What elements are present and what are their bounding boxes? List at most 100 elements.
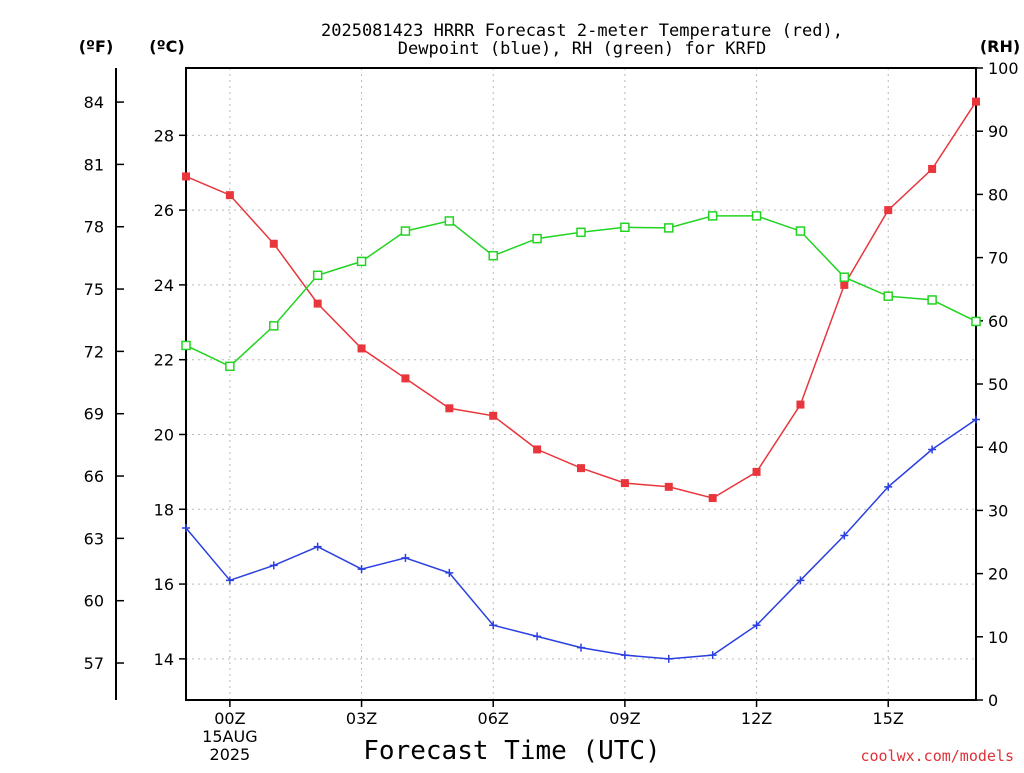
x-tick-label: 00Z [214, 709, 245, 728]
rh-point [971, 316, 981, 327]
fahrenheit-tick-label: 75 [84, 280, 104, 299]
dewpoint-series [182, 415, 980, 663]
rh-point [839, 272, 850, 282]
rh-point [751, 211, 762, 221]
fahrenheit-unit-label: (ºF) [79, 37, 114, 56]
rh-point [225, 361, 235, 372]
grid-lines [186, 68, 976, 700]
rh-point [883, 291, 893, 301]
fahrenheit-tick-label: 69 [84, 405, 104, 424]
x-tick-label: 15Z [873, 709, 904, 728]
rh-line [185, 215, 977, 368]
temperature-point [445, 404, 454, 413]
dewpoint-point [752, 621, 761, 630]
temperature-point [182, 172, 190, 181]
x-date-label: 15AUG [202, 727, 257, 746]
temperature-point [313, 299, 322, 308]
x-tick-label: 03Z [346, 709, 377, 728]
x-axis-title: Forecast Time (UTC) [363, 736, 660, 766]
dewpoint-point [182, 523, 190, 532]
temperature-point [225, 191, 234, 200]
rh-tick-label: 10 [988, 628, 1008, 647]
temperature-point [840, 280, 849, 289]
temperature-point [796, 400, 805, 409]
dewpoint-point [357, 565, 366, 574]
rh-tick-label: 60 [988, 312, 1008, 331]
data-series [181, 97, 981, 663]
dewpoint-point [533, 632, 542, 641]
dewpoint-point [884, 482, 893, 491]
rh-tick-label: 80 [988, 185, 1008, 204]
rh-tick-label: 0 [988, 691, 998, 710]
rh-point [488, 250, 498, 261]
rh-point [356, 256, 367, 267]
x-tick-label: 09Z [609, 709, 640, 728]
rh-unit-label: (RH) [980, 37, 1020, 56]
x-year-label: 2025 [210, 745, 251, 764]
chart-title: 2025081423 HRRR Forecast 2-meter Tempera… [321, 21, 843, 41]
rh-tick-label: 50 [988, 375, 1008, 394]
temperature-point [664, 482, 673, 491]
celsius-tick-label: 22 [154, 351, 174, 370]
fahrenheit-tick-label: 72 [84, 342, 104, 361]
dewpoint-point [664, 654, 673, 663]
rh-point [532, 233, 542, 244]
dewpoint-point [708, 651, 717, 660]
rh-point [400, 226, 411, 236]
rh-point [707, 211, 718, 221]
dewpoint-point [928, 445, 937, 454]
rh-point [795, 226, 806, 236]
temperature-point [533, 445, 542, 454]
x-tick-label: 12Z [741, 709, 772, 728]
dewpoint-point [445, 568, 454, 577]
celsius-tick-label: 18 [154, 500, 174, 519]
plot-frame [185, 67, 977, 701]
rh-tick-label: 90 [988, 122, 1008, 141]
fahrenheit-tick-label: 63 [84, 529, 104, 548]
temperature-series [182, 97, 980, 503]
rh-point [927, 295, 937, 305]
fahrenheit-tick-label: 60 [84, 592, 104, 611]
rh-point [576, 227, 586, 238]
fahrenheit-tick-label: 57 [84, 654, 104, 673]
celsius-unit-label: (ºC) [149, 37, 184, 56]
chart-subtitle: Dewpoint (blue), RH (green) for KRFD [398, 39, 766, 59]
dewpoint-point [796, 576, 805, 585]
temperature-point [401, 374, 410, 383]
rh-tick-label: 30 [988, 501, 1008, 520]
rh-point [269, 321, 279, 331]
celsius-tick-label: 16 [154, 575, 174, 594]
celsius-tick-label: 28 [154, 126, 174, 145]
dewpoint-point [577, 643, 585, 652]
temperature-point [489, 411, 498, 420]
fahrenheit-tick-label: 66 [84, 467, 104, 486]
celsius-tick-label: 24 [154, 276, 174, 295]
temperature-line [185, 101, 977, 499]
temperature-point [269, 239, 278, 248]
temperature-point [928, 164, 937, 173]
fahrenheit-tick-label: 78 [84, 218, 104, 237]
rh-point [181, 340, 191, 351]
rh-tick-label: 100 [988, 59, 1019, 78]
rh-point [620, 222, 630, 233]
fahrenheit-tick-label: 84 [84, 93, 104, 112]
dewpoint-point [225, 576, 234, 585]
dewpoint-point [489, 621, 498, 630]
temperature-point [577, 464, 585, 473]
dewpoint-point [840, 531, 849, 540]
temperature-point [752, 467, 761, 476]
dewpoint-point [401, 553, 410, 562]
temperature-point [357, 344, 366, 353]
temperature-point [708, 494, 717, 503]
rh-tick-label: 70 [988, 249, 1008, 268]
dewpoint-point [972, 415, 980, 424]
temperature-point [884, 206, 893, 215]
celsius-tick-label: 20 [154, 425, 174, 444]
dewpoint-point [269, 561, 278, 570]
fahrenheit-tick-label: 81 [84, 155, 104, 174]
source-credit: coolwx.com/models [860, 747, 1014, 765]
x-tick-label: 06Z [478, 709, 509, 728]
